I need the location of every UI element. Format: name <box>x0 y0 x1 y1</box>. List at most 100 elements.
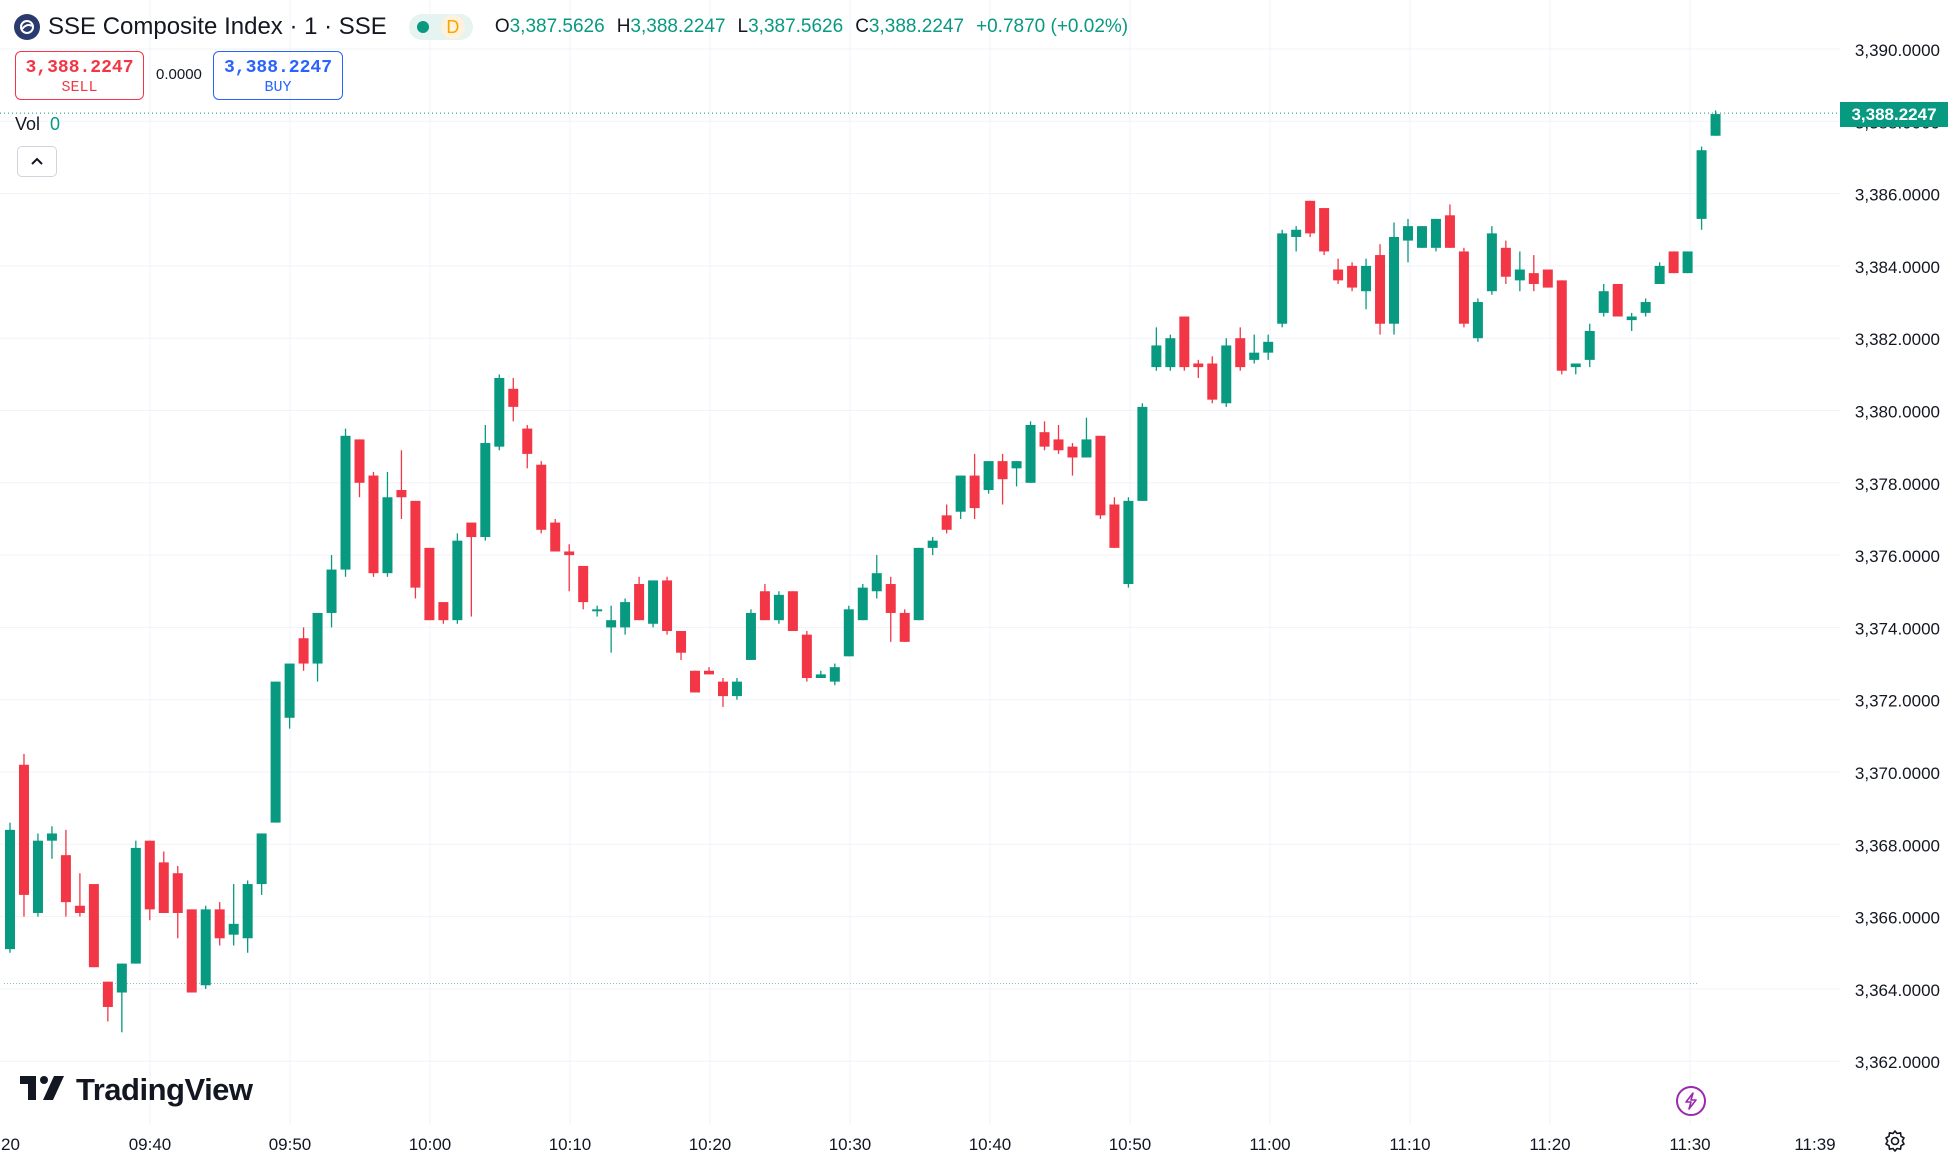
candle-body <box>1263 341 1274 353</box>
y-tick-label: 3,390.0000 <box>1855 41 1940 60</box>
candle <box>941 504 952 534</box>
candle-body <box>745 612 756 660</box>
candle <box>1263 334 1274 360</box>
candle <box>172 865 183 939</box>
candle-body <box>899 612 910 642</box>
candle <box>494 374 505 451</box>
candle <box>1053 424 1064 454</box>
candle <box>1361 258 1372 310</box>
market-status-pill[interactable]: D <box>408 14 473 40</box>
candle-body <box>1081 439 1092 458</box>
candle <box>158 851 169 913</box>
candle <box>382 471 393 577</box>
candle-body <box>1165 338 1176 368</box>
y-tick-label: 3,370.0000 <box>1855 764 1940 783</box>
candle-body <box>1221 345 1232 404</box>
candle <box>298 627 309 671</box>
candle <box>787 591 798 632</box>
candle <box>1626 312 1637 331</box>
candle <box>1137 403 1148 501</box>
candle <box>662 576 673 635</box>
candle <box>1291 226 1302 252</box>
x-tick-label-partial: 20 <box>1 1135 20 1154</box>
candle-body <box>1067 446 1078 458</box>
candle <box>1654 262 1665 284</box>
candle <box>801 631 812 682</box>
candle <box>676 631 687 660</box>
candle-body <box>466 522 477 538</box>
candle-body <box>634 584 645 621</box>
price-axis[interactable]: 3,390.00003,388.00003,386.00003,384.0000… <box>1840 0 1957 1167</box>
candle-body <box>1472 302 1483 339</box>
collapse-legend-button[interactable] <box>17 146 57 177</box>
buy-button[interactable]: 3,388.2247 BUY <box>213 51 343 100</box>
candle <box>927 537 938 556</box>
chevron-up-icon <box>30 153 44 171</box>
candle <box>1221 338 1232 407</box>
candle <box>704 667 714 675</box>
candle <box>1486 226 1497 295</box>
symbol-title[interactable]: SSE Composite Index · 1 · SSE <box>48 13 387 40</box>
market-open-dot-icon <box>416 21 429 33</box>
y-tick-label: 3,382.0000 <box>1855 330 1940 349</box>
low-value: 3,387.5626 <box>748 16 844 37</box>
candle-body <box>1025 424 1036 483</box>
candle-body <box>759 591 770 621</box>
candle <box>116 963 127 1033</box>
candle <box>899 609 910 642</box>
tradingview-logo-icon <box>20 1075 66 1105</box>
x-tick-label: 10:00 <box>409 1135 452 1154</box>
candle-body <box>522 428 533 454</box>
sell-button[interactable]: 3,388.2247 SELL <box>15 51 144 100</box>
y-tick-label: 3,384.0000 <box>1855 258 1940 277</box>
candle-body <box>1319 208 1330 252</box>
candle <box>1640 298 1651 317</box>
y-tick-label: 3,366.0000 <box>1855 909 1940 928</box>
candle <box>550 518 561 552</box>
sell-label: SELL <box>61 79 98 96</box>
tradingview-logo[interactable]: TradingView <box>20 1072 253 1108</box>
close-value: 3,388.2247 <box>868 16 965 37</box>
candle <box>1514 251 1525 292</box>
time-axis[interactable]: 09:40 09:50 10:00 10:10 10:20 10:30 10:40 10:50… <box>1 1135 1836 1154</box>
candle-body <box>354 439 365 483</box>
candle-body <box>857 587 868 621</box>
candle <box>1710 110 1721 136</box>
candle-body <box>116 963 127 993</box>
candle <box>1696 146 1707 230</box>
candle <box>1430 218 1441 252</box>
candle-body <box>1598 291 1609 313</box>
candle-body <box>1416 226 1427 248</box>
candle <box>1179 316 1190 371</box>
lightning-icon[interactable] <box>1676 1086 1706 1116</box>
candle-body <box>74 905 85 913</box>
candle-body <box>494 377 505 447</box>
candle-body <box>368 475 379 574</box>
candle <box>410 500 421 599</box>
candle-body <box>256 833 267 885</box>
candle <box>634 576 645 621</box>
candle-body <box>1137 406 1148 501</box>
candle-body <box>1095 435 1106 516</box>
candle-body <box>801 634 812 679</box>
gear-icon[interactable] <box>1882 1128 1908 1154</box>
y-tick-label: 3,362.0000 <box>1855 1053 1940 1072</box>
candle-body <box>1556 280 1567 371</box>
candle-body <box>1039 432 1050 447</box>
candle <box>829 663 840 686</box>
candle-body <box>1249 352 1260 360</box>
candle <box>1193 359 1204 378</box>
candle-body <box>1053 439 1064 451</box>
candle <box>1500 240 1511 284</box>
candle <box>1542 269 1553 288</box>
candle-body <box>843 609 854 657</box>
candle-body <box>662 580 673 632</box>
candle-body <box>1626 316 1637 321</box>
x-tick-label: 10:40 <box>969 1135 1012 1154</box>
candle <box>508 377 519 422</box>
x-tick-label: 09:50 <box>269 1135 312 1154</box>
candle-body <box>1291 229 1302 237</box>
price-axis-bg <box>1840 0 1957 1167</box>
candle <box>1458 247 1469 328</box>
